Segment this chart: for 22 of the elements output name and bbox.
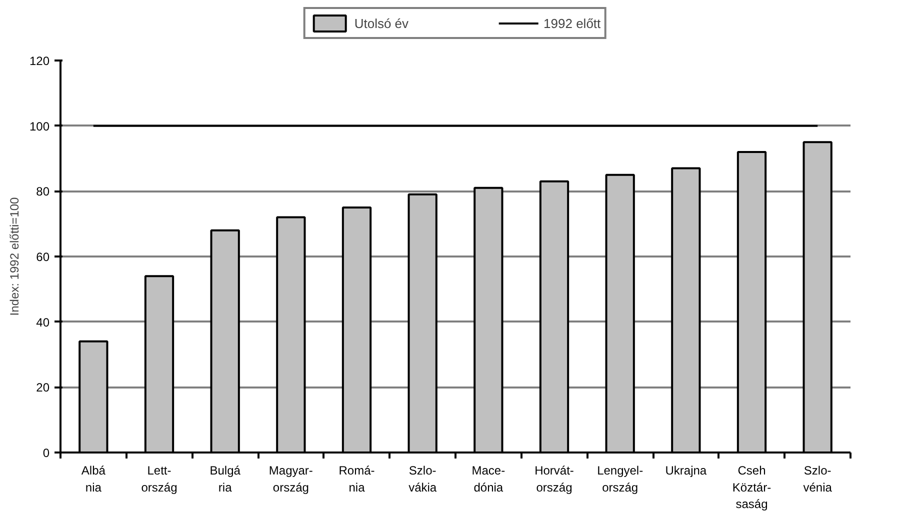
x-tick-label: Lett- ország <box>141 464 178 494</box>
y-tick-label: 80 <box>36 184 50 199</box>
x-tick-label: Horvát- ország <box>534 464 574 494</box>
x-tick-label: Bulgá ria <box>210 464 241 494</box>
y-tick-label: 120 <box>29 54 50 68</box>
legend-label: 1992 előtt <box>544 16 601 30</box>
x-tick-label: Magyar- ország <box>268 464 313 494</box>
x-tick-label: Szlo- vénia <box>803 464 832 494</box>
x-tick-label: Romá- nia <box>338 464 375 494</box>
x-tick-label: Ukrajna <box>665 464 707 478</box>
x-tick-label: Albá nia <box>81 464 106 494</box>
x-tick-label: Cseh Köztár- saság <box>732 464 772 512</box>
y-tick-label: 0 <box>42 446 50 460</box>
x-tick-label: Szlo- vákia <box>408 464 437 494</box>
y-tick-label: 100 <box>29 119 50 134</box>
y-tick-label: 40 <box>36 315 50 330</box>
y-tick-label: 60 <box>36 250 50 264</box>
x-tick-label: Mace- dónia <box>472 464 506 494</box>
y-axis-title: Index: 1992 előtti=100 <box>7 196 22 316</box>
x-tick-label: Lengyel- ország <box>597 464 644 494</box>
y-tick-label: 20 <box>36 380 50 395</box>
legend-label: Utolsó év <box>354 16 409 30</box>
